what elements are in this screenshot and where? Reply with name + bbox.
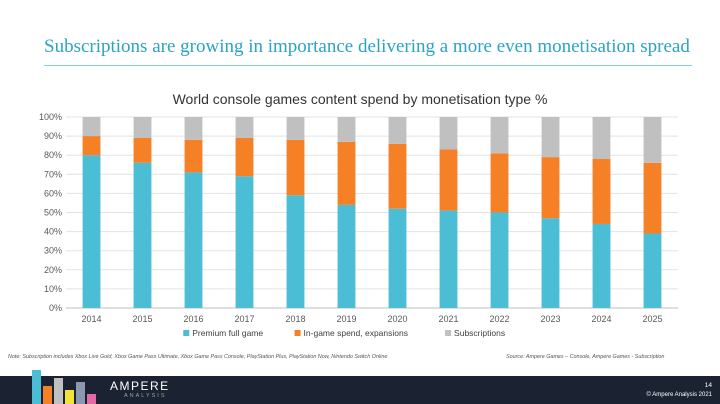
y-tick-label: 70% <box>44 169 62 179</box>
y-tick-label: 20% <box>44 265 62 275</box>
chart-grid <box>66 116 678 309</box>
x-tick-label: 2018 <box>285 314 305 324</box>
bar-segment <box>592 117 611 160</box>
bar-segment <box>133 117 152 139</box>
bar-segment <box>286 139 305 196</box>
bar-segment <box>541 157 560 219</box>
x-axis-ticks: 2014 2015 2016 2017 2018 2019 2020 2021 2022 2023… <box>81 314 662 324</box>
bar-segment <box>490 153 509 213</box>
legend-swatch <box>183 330 190 336</box>
bar-segment <box>592 223 611 308</box>
page-number: 14 <box>704 382 712 389</box>
bar-segment <box>439 117 458 150</box>
legend-swatch <box>445 330 452 336</box>
legend-swatch <box>294 330 301 336</box>
bar-segment <box>286 117 305 140</box>
bar-segment <box>337 117 356 142</box>
bar-segment <box>592 159 611 224</box>
chart-title: World console games content spend by mon… <box>173 91 548 107</box>
bar-segment <box>388 143 407 209</box>
ampere-logo-icon <box>32 370 96 404</box>
bar-segment <box>388 117 407 144</box>
bar-segment <box>184 117 203 140</box>
bar-segment <box>643 117 662 163</box>
x-tick-label: 2023 <box>540 314 560 324</box>
bar-segment <box>235 138 254 177</box>
bar-segment <box>643 162 662 234</box>
footer-bar: AMPERE ANALYSIS 14 © Ampere Analysis 202… <box>0 370 720 404</box>
bar-segment <box>439 210 458 308</box>
x-tick-label: 2019 <box>336 314 356 324</box>
bar-segment <box>439 149 458 211</box>
brand-subtitle: ANALYSIS <box>124 393 167 399</box>
slide-title: Subscriptions are growing in importance … <box>44 36 690 57</box>
bar-segment <box>490 212 509 308</box>
bar-segment <box>133 162 152 308</box>
bar-segment <box>490 117 509 154</box>
footnote: Note: Subscription includes Xbox Live Go… <box>8 354 388 360</box>
bar-segment <box>184 139 203 173</box>
bar-segment <box>541 218 560 308</box>
bar-segment <box>286 195 305 308</box>
title-divider <box>44 65 692 66</box>
brand-name: AMPERE <box>110 379 170 393</box>
y-tick-label: 90% <box>44 131 62 141</box>
x-tick-label: 2016 <box>183 314 203 324</box>
bar-segment <box>82 117 101 137</box>
x-tick-label: 2024 <box>591 314 611 324</box>
legend-label: Premium full game <box>192 328 263 338</box>
y-tick-label: 40% <box>44 227 62 237</box>
y-tick-label: 100% <box>39 112 62 122</box>
source-note: Source: Ampere Games – Console, Ampere G… <box>506 354 665 360</box>
y-tick-label: 80% <box>44 150 62 160</box>
y-tick-label: 0% <box>49 303 62 313</box>
chart-bars <box>82 117 662 308</box>
stacked-bar-chart: World console games content spend by mon… <box>39 91 678 338</box>
bar-segment <box>337 204 356 308</box>
x-tick-label: 2015 <box>132 314 152 324</box>
x-tick-label: 2022 <box>489 314 509 324</box>
bar-segment <box>82 155 101 308</box>
y-tick-label: 60% <box>44 188 62 198</box>
x-tick-label: 2017 <box>234 314 254 324</box>
copyright: © Ampere Analysis 2021 <box>646 392 712 398</box>
bar-segment <box>184 172 203 308</box>
bar-segment <box>541 117 560 158</box>
bar-segment <box>643 233 662 308</box>
legend-label: Subscriptions <box>454 328 505 338</box>
x-tick-label: 2014 <box>81 314 101 324</box>
bar-segment <box>82 136 101 156</box>
y-tick-label: 30% <box>44 246 62 256</box>
x-tick-label: 2025 <box>642 314 662 324</box>
bar-segment <box>235 176 254 308</box>
bar-segment <box>388 208 407 308</box>
bar-segment <box>337 141 356 205</box>
bar-segment <box>133 138 152 163</box>
bar-segment <box>235 117 254 139</box>
x-tick-label: 2021 <box>438 314 458 324</box>
chart-legend: Premium full game In-game spend, expansio… <box>183 328 505 338</box>
y-tick-label: 10% <box>44 284 62 294</box>
y-tick-label: 50% <box>44 208 62 218</box>
legend-label: In-game spend, expansions <box>304 328 408 338</box>
y-axis-ticks: 0% 10% 20% 30% 40% 50% 60% 70% 80% 90% 100% <box>39 112 62 313</box>
x-tick-label: 2020 <box>387 314 407 324</box>
